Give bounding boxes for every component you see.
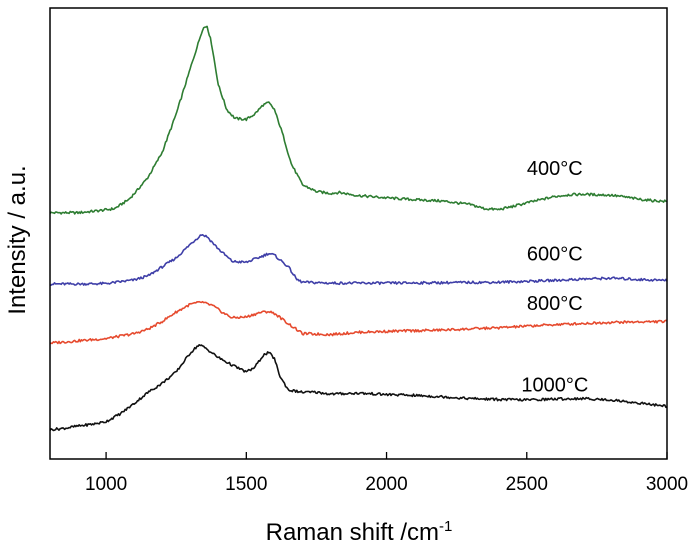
- x-tick-label-2000: 2000: [365, 474, 407, 495]
- x-tick-label-1500: 1500: [225, 474, 267, 495]
- series-label-800c: 800°C: [527, 293, 583, 315]
- label-layer: 400°C 600°C 800°C 1000°C: [521, 158, 588, 397]
- x-axis-title: Raman shift /cm-1: [266, 518, 453, 546]
- series-line-800c: [49, 300, 668, 345]
- x-tick-label-1000: 1000: [85, 474, 127, 495]
- series-label-600c: 600°C: [527, 244, 583, 266]
- y-axis-title: Intensity / a.u.: [4, 165, 31, 314]
- x-tick-label-2500: 2500: [506, 474, 548, 495]
- plot-frame: [49, 7, 668, 460]
- series-layer: [49, 25, 668, 432]
- tick-layer: 1000 1500 2000 2500 3000: [85, 452, 688, 495]
- series-label-400c: 400°C: [527, 158, 583, 180]
- series-line-400c: [49, 25, 667, 215]
- series-label-1000c: 1000°C: [521, 374, 588, 396]
- series-line-1000c: [49, 344, 668, 432]
- series-line-600c: [49, 234, 668, 286]
- x-tick-label-3000: 3000: [646, 474, 688, 495]
